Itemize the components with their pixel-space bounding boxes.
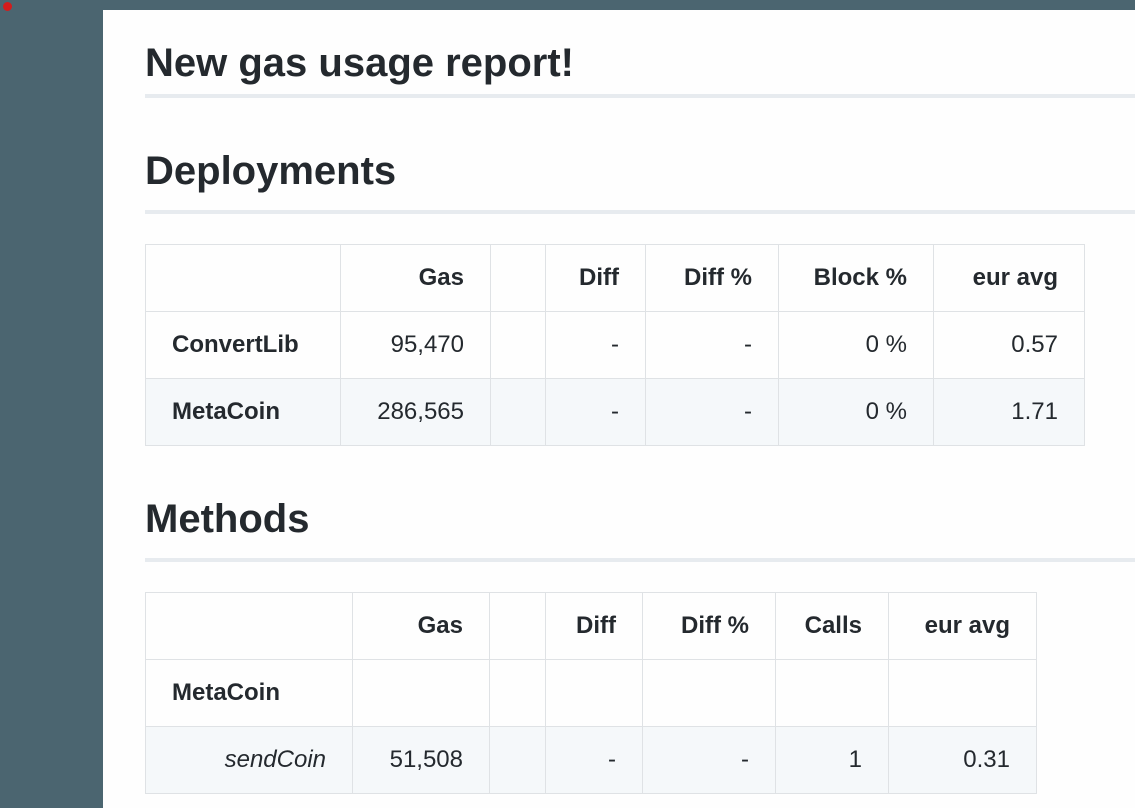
methods-table: Gas Diff Diff % Calls eur avg MetaCoin s…: [145, 592, 1037, 794]
window-sidebar: [0, 0, 103, 808]
cell-diff-pct: -: [645, 311, 779, 379]
cell-calls: 1: [775, 726, 889, 794]
page-title: New gas usage report!: [145, 38, 1135, 98]
deployments-header-row: Gas Diff Diff % Block % eur avg: [145, 244, 1085, 312]
methods-header-gas: Gas: [352, 592, 490, 660]
cell-gas: [352, 659, 490, 727]
cell-contract-name: MetaCoin: [145, 659, 353, 727]
deployments-header-gas: Gas: [340, 244, 491, 312]
record-indicator-dot: [3, 2, 12, 11]
cell-gas: 95,470: [340, 311, 491, 379]
cell-contract-name: MetaCoin: [145, 378, 341, 446]
methods-heading: Methods: [145, 494, 1135, 562]
cell-diff: -: [545, 311, 646, 379]
cell-eur-avg: 1.71: [933, 378, 1085, 446]
deployments-table: Gas Diff Diff % Block % eur avg ConvertL…: [145, 244, 1085, 446]
cell-diff: -: [545, 378, 646, 446]
cell-diff-pct: -: [645, 378, 779, 446]
window-top-bar: [0, 0, 1135, 10]
cell-spacer: [489, 726, 546, 794]
cell-method-name: sendCoin: [145, 726, 353, 794]
cell-block-pct: 0 %: [778, 378, 934, 446]
deployments-header-diff: Diff: [545, 244, 646, 312]
cell-eur-avg: 0.57: [933, 311, 1085, 379]
cell-spacer: [489, 659, 546, 727]
methods-header-diff: Diff: [545, 592, 643, 660]
cell-diff-pct: [642, 659, 776, 727]
cell-gas: 51,508: [352, 726, 490, 794]
table-row: MetaCoin: [145, 659, 1037, 727]
deployments-header-spacer: [490, 244, 546, 312]
cell-eur-avg: [888, 659, 1037, 727]
methods-header-diff-pct: Diff %: [642, 592, 776, 660]
cell-calls: [775, 659, 889, 727]
table-row: sendCoin 51,508 - - 1 0.31: [145, 726, 1037, 794]
deployments-header-eur-avg: eur avg: [933, 244, 1085, 312]
report-page: New gas usage report! Deployments Gas Di…: [103, 10, 1135, 808]
methods-header-spacer: [489, 592, 546, 660]
table-row: ConvertLib 95,470 - - 0 % 0.57: [145, 311, 1085, 379]
cell-eur-avg: 0.31: [888, 726, 1037, 794]
deployments-header-diff-pct: Diff %: [645, 244, 779, 312]
deployments-header-name: [145, 244, 341, 312]
methods-header-eur-avg: eur avg: [888, 592, 1037, 660]
methods-header-calls: Calls: [775, 592, 889, 660]
cell-block-pct: 0 %: [778, 311, 934, 379]
methods-header-name: [145, 592, 353, 660]
cell-spacer: [490, 311, 546, 379]
cell-spacer: [490, 378, 546, 446]
cell-gas: 286,565: [340, 378, 491, 446]
table-row: MetaCoin 286,565 - - 0 % 1.71: [145, 378, 1085, 446]
cell-contract-name: ConvertLib: [145, 311, 341, 379]
cell-diff: -: [545, 726, 643, 794]
deployments-heading: Deployments: [145, 146, 1135, 214]
methods-header-row: Gas Diff Diff % Calls eur avg: [145, 592, 1037, 660]
deployments-header-block-pct: Block %: [778, 244, 934, 312]
cell-diff: [545, 659, 643, 727]
cell-diff-pct: -: [642, 726, 776, 794]
